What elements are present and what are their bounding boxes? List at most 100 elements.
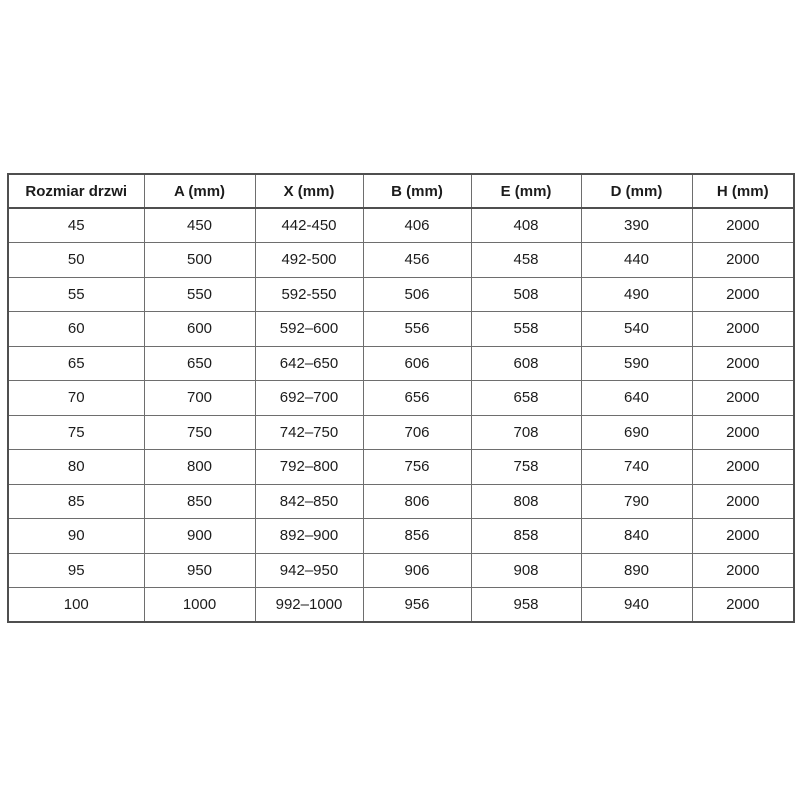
table-row: 95 950 942–950 906 908 890 2000 (7, 552, 795, 588)
table-cell: 2000 (691, 276, 795, 312)
table-cell: 892–900 (254, 518, 364, 554)
table-cell: 90 (7, 518, 145, 554)
table-row: 70 700 692–700 656 658 640 2000 (7, 380, 795, 416)
table-cell: 656 (362, 380, 472, 416)
table-cell: 458 (470, 242, 582, 278)
table-row: 50 500 492-500 456 458 440 2000 (7, 242, 795, 278)
table-cell: 500 (143, 242, 256, 278)
table-cell: 742–750 (254, 414, 364, 450)
table-cell: 806 (362, 483, 472, 519)
door-size-spec-table: Rozmiar drzwi A (mm) X (mm) B (mm) E (mm) D (… (7, 173, 795, 623)
column-header: A (mm) (143, 173, 256, 209)
column-header: H (mm) (691, 173, 795, 209)
table-cell: 692–700 (254, 380, 364, 416)
door-size-table-container: Rozmiar drzwi A (mm) X (mm) B (mm) E (mm) D (… (7, 173, 795, 623)
table-cell: 706 (362, 414, 472, 450)
table-cell: 942–950 (254, 552, 364, 588)
table-cell: 2000 (691, 207, 795, 243)
table-cell: 606 (362, 345, 472, 381)
column-header: B (mm) (362, 173, 472, 209)
table-cell: 842–850 (254, 483, 364, 519)
header-row: Rozmiar drzwi A (mm) X (mm) B (mm) E (mm) D (… (7, 173, 795, 209)
table-cell: 456 (362, 242, 472, 278)
table-row: 75 750 742–750 706 708 690 2000 (7, 414, 795, 450)
spec-table-body: 45 450 442-450 406 408 390 2000 50 500 492-500 456… (7, 207, 795, 623)
table-cell: 658 (470, 380, 582, 416)
table-cell: 940 (580, 587, 693, 623)
table-cell: 840 (580, 518, 693, 554)
table-cell: 2000 (691, 587, 795, 623)
table-cell: 60 (7, 311, 145, 347)
table-cell: 556 (362, 311, 472, 347)
table-cell: 55 (7, 276, 145, 312)
table-cell: 690 (580, 414, 693, 450)
table-cell: 890 (580, 552, 693, 588)
table-cell: 50 (7, 242, 145, 278)
table-cell: 70 (7, 380, 145, 416)
table-cell: 2000 (691, 483, 795, 519)
table-row: 100 1000 992–1000 956 958 940 2000 (7, 587, 795, 623)
table-cell: 808 (470, 483, 582, 519)
table-cell: 650 (143, 345, 256, 381)
table-cell: 65 (7, 345, 145, 381)
table-cell: 406 (362, 207, 472, 243)
table-cell: 592–600 (254, 311, 364, 347)
table-cell: 758 (470, 449, 582, 485)
table-cell: 2000 (691, 552, 795, 588)
table-cell: 45 (7, 207, 145, 243)
table-cell: 856 (362, 518, 472, 554)
table-row: 60 600 592–600 556 558 540 2000 (7, 311, 795, 347)
table-cell: 792–800 (254, 449, 364, 485)
table-cell: 756 (362, 449, 472, 485)
table-cell: 492-500 (254, 242, 364, 278)
spec-table-head: Rozmiar drzwi A (mm) X (mm) B (mm) E (mm) D (… (7, 173, 795, 209)
table-cell: 900 (143, 518, 256, 554)
column-header: E (mm) (470, 173, 582, 209)
table-cell: 490 (580, 276, 693, 312)
table-cell: 558 (470, 311, 582, 347)
table-cell: 450 (143, 207, 256, 243)
table-cell: 908 (470, 552, 582, 588)
column-header: X (mm) (254, 173, 364, 209)
table-cell: 80 (7, 449, 145, 485)
table-cell: 958 (470, 587, 582, 623)
table-cell: 2000 (691, 345, 795, 381)
table-cell: 592-550 (254, 276, 364, 312)
table-cell: 950 (143, 552, 256, 588)
table-cell: 442-450 (254, 207, 364, 243)
table-cell: 506 (362, 276, 472, 312)
table-cell: 100 (7, 587, 145, 623)
table-cell: 956 (362, 587, 472, 623)
table-cell: 85 (7, 483, 145, 519)
table-cell: 2000 (691, 242, 795, 278)
column-header: D (mm) (580, 173, 693, 209)
table-cell: 2000 (691, 311, 795, 347)
table-cell: 590 (580, 345, 693, 381)
table-cell: 408 (470, 207, 582, 243)
table-cell: 906 (362, 552, 472, 588)
table-cell: 740 (580, 449, 693, 485)
table-cell: 750 (143, 414, 256, 450)
table-cell: 642–650 (254, 345, 364, 381)
table-row: 45 450 442-450 406 408 390 2000 (7, 207, 795, 243)
table-cell: 700 (143, 380, 256, 416)
table-row: 55 550 592-550 506 508 490 2000 (7, 276, 795, 312)
table-row: 65 650 642–650 606 608 590 2000 (7, 345, 795, 381)
table-cell: 95 (7, 552, 145, 588)
table-cell: 608 (470, 345, 582, 381)
table-cell: 390 (580, 207, 693, 243)
table-cell: 2000 (691, 380, 795, 416)
table-cell: 850 (143, 483, 256, 519)
table-cell: 550 (143, 276, 256, 312)
table-cell: 540 (580, 311, 693, 347)
column-header: Rozmiar drzwi (7, 173, 145, 209)
table-cell: 2000 (691, 518, 795, 554)
table-row: 90 900 892–900 856 858 840 2000 (7, 518, 795, 554)
table-cell: 800 (143, 449, 256, 485)
table-cell: 508 (470, 276, 582, 312)
table-cell: 1000 (143, 587, 256, 623)
table-cell: 708 (470, 414, 582, 450)
table-cell: 440 (580, 242, 693, 278)
table-row: 80 800 792–800 756 758 740 2000 (7, 449, 795, 485)
